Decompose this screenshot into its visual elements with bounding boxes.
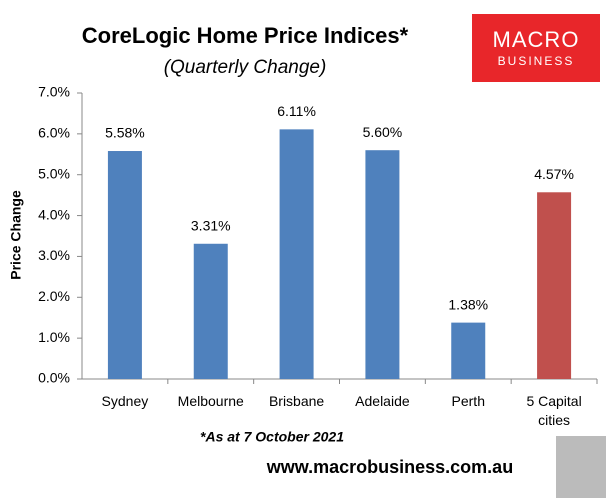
chart-subtitle: (Quarterly Change) bbox=[164, 57, 327, 78]
value-label: 5.60% bbox=[363, 124, 403, 140]
logo-text: MACRO bbox=[493, 27, 580, 52]
y-tick-label: 6.0% bbox=[38, 125, 70, 141]
bar bbox=[107, 151, 142, 379]
value-label: 4.57% bbox=[534, 166, 574, 182]
bar bbox=[537, 192, 572, 379]
logo-image bbox=[556, 436, 606, 498]
bar bbox=[365, 150, 400, 379]
x-tick-label: Sydney bbox=[101, 393, 149, 409]
bar bbox=[451, 322, 486, 379]
y-tick-label: 1.0% bbox=[38, 329, 70, 345]
value-label: 6.11% bbox=[277, 103, 316, 119]
y-tick-label: 2.0% bbox=[38, 288, 70, 304]
value-label: 1.38% bbox=[448, 296, 488, 312]
x-tick-label: Adelaide bbox=[355, 393, 410, 409]
value-label: 5.58% bbox=[105, 125, 145, 141]
bar bbox=[193, 243, 228, 379]
x-tick-label: 5 Capital cities bbox=[526, 393, 582, 428]
logo-box bbox=[472, 14, 600, 82]
y-tick-label: 3.0% bbox=[38, 247, 70, 263]
logo-text: BUSINESS bbox=[498, 54, 575, 68]
x-tick-label: Perth bbox=[451, 393, 485, 409]
source: www.macrobusiness.com.au bbox=[266, 457, 513, 477]
value-label: 3.31% bbox=[191, 217, 231, 233]
x-tick-label: Brisbane bbox=[268, 393, 325, 409]
footnote: *As at 7 October 2021 bbox=[200, 429, 344, 445]
chart-title: CoreLogic Home Price Indices* bbox=[82, 23, 409, 48]
y-axis-label: Price Change bbox=[8, 190, 24, 280]
y-tick-label: 0.0% bbox=[38, 370, 70, 386]
y-tick-label: 5.0% bbox=[38, 165, 70, 181]
y-tick-label: 7.0% bbox=[38, 84, 70, 100]
bar bbox=[279, 129, 314, 379]
y-tick-label: 4.0% bbox=[38, 206, 70, 222]
x-tick-label: Melbourne bbox=[177, 393, 244, 409]
